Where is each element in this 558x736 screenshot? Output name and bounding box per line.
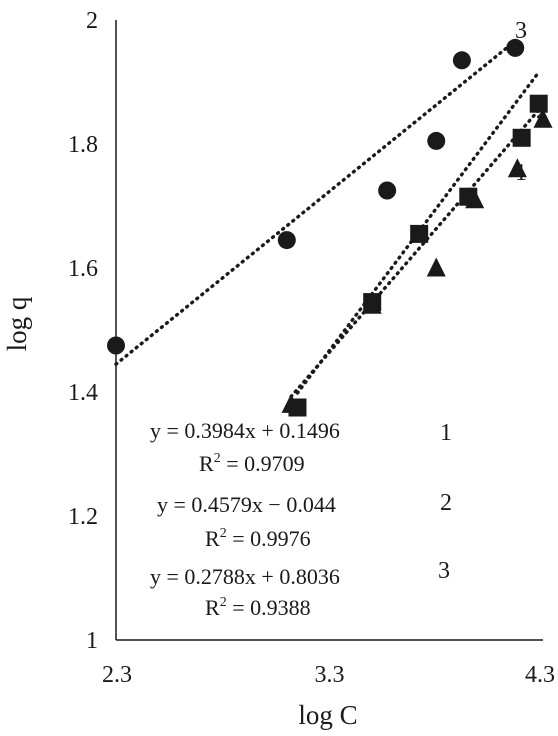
data-markers bbox=[107, 38, 553, 417]
x-tick-label: 4.3 bbox=[525, 662, 555, 688]
circle-marker-series-3 bbox=[107, 336, 125, 355]
square-marker-series-2 bbox=[459, 187, 478, 206]
equation-number-3: 3 bbox=[438, 558, 450, 584]
x-tick-label: 2.3 bbox=[102, 662, 132, 688]
square-marker-series-2 bbox=[512, 128, 531, 147]
axes: 1 1.2 1.4 1.6 1.8 2 2.3 3.3 4.3 bbox=[68, 8, 555, 688]
y-tick-label: 1.6 bbox=[68, 256, 98, 282]
equation-1: y = 0.3984x + 0.1496 bbox=[150, 418, 340, 443]
circle-marker-series-3 bbox=[452, 51, 471, 70]
circle-marker-series-3 bbox=[378, 181, 397, 200]
square-marker-series-2 bbox=[288, 398, 307, 417]
series-label-2: 2 bbox=[536, 98, 548, 124]
square-marker-series-2 bbox=[529, 94, 548, 113]
r-squared-2: R2 = 0.9976 bbox=[205, 526, 311, 551]
trendline-series-1 bbox=[289, 103, 545, 399]
series-label-1: 1 bbox=[515, 160, 527, 186]
circle-marker-series-3 bbox=[427, 131, 446, 150]
trendlines bbox=[114, 39, 545, 399]
circle-marker-series-3 bbox=[506, 38, 525, 57]
square-marker-series-2 bbox=[410, 224, 429, 243]
equation-number-1: 1 bbox=[440, 420, 452, 446]
y-tick-label: 1.8 bbox=[68, 132, 98, 158]
y-tick-label: 1.4 bbox=[68, 380, 98, 406]
y-tick-label: 1.2 bbox=[68, 504, 98, 530]
equation-number-2: 2 bbox=[440, 490, 452, 516]
equation-3: y = 0.2788x + 0.8036 bbox=[150, 564, 340, 589]
triangle-marker-series-1 bbox=[507, 158, 527, 178]
circle-marker-series-3 bbox=[277, 231, 296, 250]
x-axis-title: log C bbox=[298, 700, 357, 730]
equation-2: y = 0.4579x − 0.044 bbox=[157, 492, 336, 517]
triangle-marker-series-1 bbox=[533, 108, 553, 128]
trendline-series-3 bbox=[114, 39, 517, 366]
y-axis-title: log q bbox=[2, 296, 32, 351]
square-marker-series-2 bbox=[363, 293, 382, 312]
r-squared-1: R2 = 0.9709 bbox=[199, 451, 305, 476]
y-tick-label: 2 bbox=[86, 8, 98, 34]
triangle-marker-series-1 bbox=[426, 257, 446, 277]
y-tick-label: 1 bbox=[86, 628, 98, 654]
x-tick-label: 3.3 bbox=[315, 662, 345, 688]
series-label-3: 3 bbox=[515, 18, 527, 44]
r-squared-3: R2 = 0.9388 bbox=[205, 595, 311, 620]
